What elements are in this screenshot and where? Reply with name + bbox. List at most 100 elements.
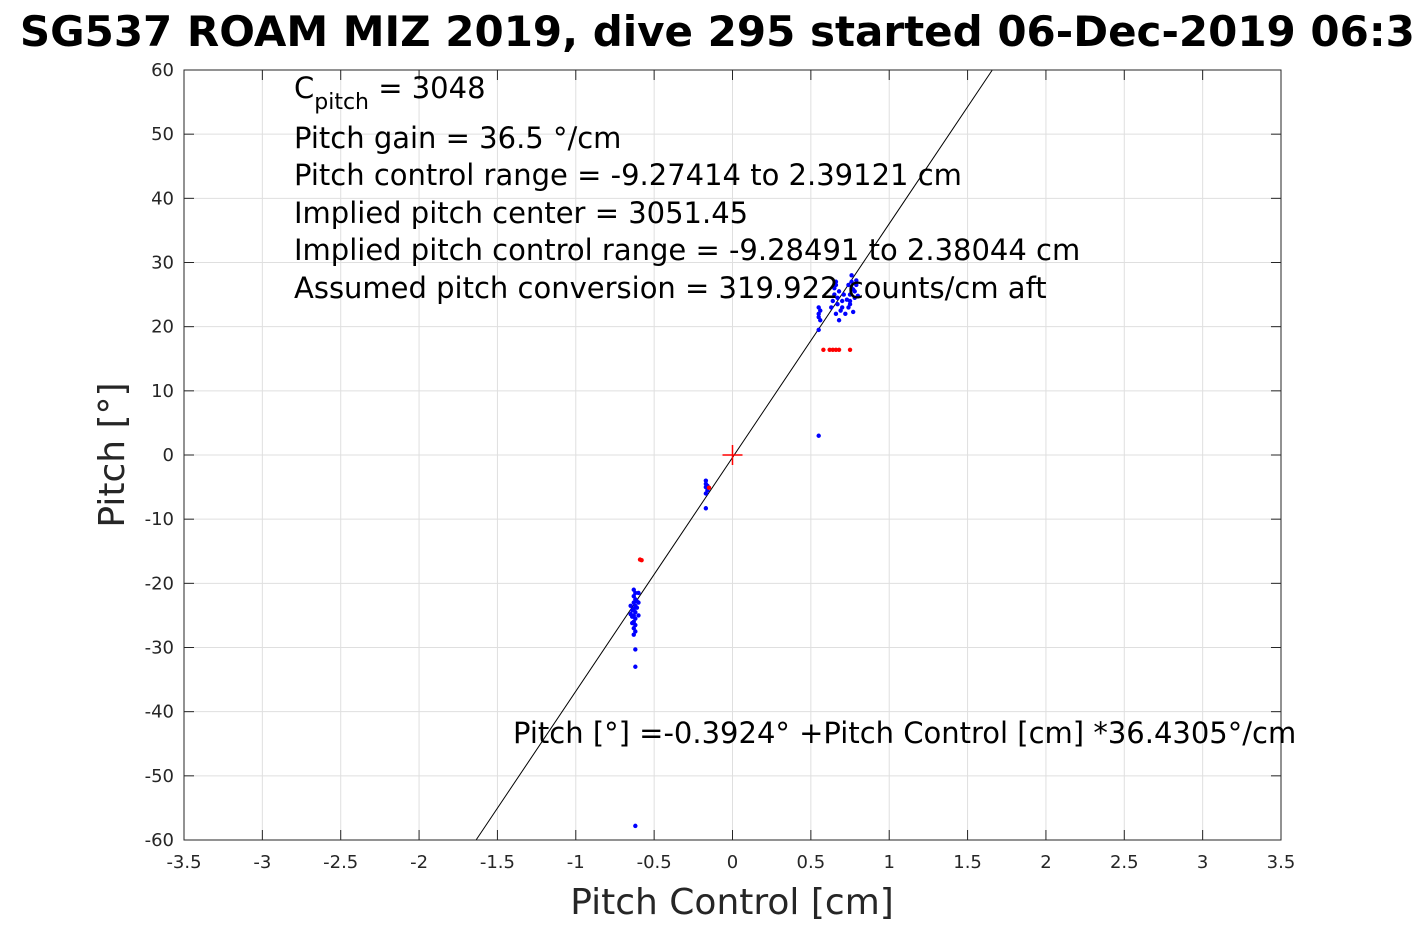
y-tick-label: 20 xyxy=(151,317,174,338)
x-tick-label: -1.5 xyxy=(480,852,515,873)
data-point xyxy=(836,347,842,352)
data-point xyxy=(835,302,840,307)
x-tick-label: 1 xyxy=(883,852,894,873)
y-tick-label: -10 xyxy=(145,509,174,530)
data-point xyxy=(833,311,839,317)
data-point xyxy=(830,298,835,304)
x-tick-label: 3.5 xyxy=(1267,852,1296,873)
data-point xyxy=(630,620,635,626)
data-point xyxy=(849,279,854,284)
x-tick-label: -3.5 xyxy=(166,852,201,873)
data-point xyxy=(841,292,846,297)
data-point xyxy=(636,600,641,605)
fit-equation-annotation: Pitch [°] =-0.3924° +Pitch Control [cm] … xyxy=(513,716,1296,750)
x-tick-labels: -3.5 -3 -2.5 -2 -1.5 -1 -0.5 0 0.5 1 1.5 2 2.5 3 3.5 xyxy=(166,852,1295,873)
data-point xyxy=(830,347,835,352)
conversion-annotation: Assumed pitch conversion = 319.922 count… xyxy=(294,271,1047,305)
data-point xyxy=(833,282,839,288)
control-range-annotation: Pitch control range = -9.27414 to 2.3912… xyxy=(294,158,962,192)
data-point xyxy=(630,608,635,613)
data-point xyxy=(854,282,859,288)
data-point xyxy=(854,278,859,283)
data-point xyxy=(628,611,633,617)
data-point xyxy=(849,273,854,278)
data-point xyxy=(816,305,821,310)
data-point xyxy=(835,295,840,300)
data-point xyxy=(836,289,842,294)
data-point xyxy=(634,605,640,610)
x-tick-label: -2 xyxy=(410,852,428,873)
plot-border xyxy=(183,69,1282,841)
c-pitch-main: C xyxy=(294,71,314,105)
y-tick-label: -30 xyxy=(145,638,174,659)
data-point xyxy=(706,485,712,490)
data-point xyxy=(636,613,641,618)
data-point xyxy=(636,590,641,596)
y-axis-label: Pitch [°] xyxy=(92,382,133,527)
x-axis-label: Pitch Control [cm] xyxy=(570,882,894,923)
implied-range-annotation: Implied pitch control range = -9.28491 t… xyxy=(294,233,1080,267)
y-tick-labels: -60 -50 -40 -30 -20 -10 0 10 20 30 40 50 60 xyxy=(145,60,174,851)
ticks xyxy=(183,69,1282,841)
x-tick-label: 2 xyxy=(1040,852,1051,873)
data-point xyxy=(855,293,861,299)
y-tick-label: 40 xyxy=(151,188,174,209)
data-point xyxy=(847,302,853,307)
data-point xyxy=(846,282,851,288)
data-point xyxy=(816,433,821,438)
data-point xyxy=(850,309,856,315)
y-tick-label: 10 xyxy=(151,381,174,402)
data-point xyxy=(850,287,856,292)
y-tick-label: -50 xyxy=(145,766,174,787)
implied-center-annotation: Implied pitch center = 3051.45 xyxy=(294,196,748,230)
data-points xyxy=(628,273,861,829)
data-point xyxy=(821,347,826,352)
data-point xyxy=(633,823,638,829)
x-tick-label: 1.5 xyxy=(953,852,982,873)
y-tick-label: -60 xyxy=(145,830,174,851)
x-tick-label: -0.5 xyxy=(637,852,672,873)
data-point xyxy=(633,647,638,652)
data-point xyxy=(843,311,848,317)
data-point xyxy=(829,305,834,310)
data-point xyxy=(633,664,638,669)
y-tick-label: 30 xyxy=(151,253,174,274)
y-tick-label: 60 xyxy=(151,60,174,81)
x-tick-label: 0 xyxy=(727,852,738,873)
center-marker-layer xyxy=(722,445,743,465)
data-point xyxy=(818,318,823,323)
data-point xyxy=(628,603,633,608)
x-tick-label: 0.5 xyxy=(797,852,826,873)
y-tick-label: 50 xyxy=(151,124,174,145)
y-tick-label: -40 xyxy=(145,702,174,723)
x-tick-label: -3 xyxy=(253,852,271,873)
data-point xyxy=(827,347,832,352)
y-tick-label: -20 xyxy=(145,573,174,594)
data-point xyxy=(833,279,839,284)
x-tick-label: 2.5 xyxy=(1110,852,1139,873)
data-point xyxy=(832,292,837,297)
data-point xyxy=(639,558,644,563)
c-pitch-value: = 3048 xyxy=(369,71,486,105)
data-point xyxy=(703,478,709,483)
data-point xyxy=(840,298,845,304)
chart-title: SG537 ROAM MIZ 2019, dive 295 started 06… xyxy=(20,7,1417,56)
y-tick-label: 0 xyxy=(163,445,174,466)
annotation-block: Cpitch = 3048 Pitch gain = 36.5 °/cm Pit… xyxy=(294,71,1080,305)
x-tick-label: -2.5 xyxy=(323,852,358,873)
data-point xyxy=(836,318,842,323)
data-point xyxy=(840,305,845,310)
data-point xyxy=(703,491,709,496)
data-point xyxy=(816,327,821,333)
x-tick-label: 3 xyxy=(1197,852,1208,873)
data-point xyxy=(847,347,853,352)
c-pitch-sub: pitch xyxy=(314,90,369,115)
data-point xyxy=(703,506,709,511)
c-pitch-annotation: Cpitch = 3048 xyxy=(294,71,486,115)
data-point xyxy=(847,292,853,297)
pitch-gain-annotation: Pitch gain = 36.5 °/cm xyxy=(294,121,621,155)
data-point xyxy=(844,297,850,302)
data-point xyxy=(631,632,636,637)
x-tick-label: -1 xyxy=(567,852,585,873)
